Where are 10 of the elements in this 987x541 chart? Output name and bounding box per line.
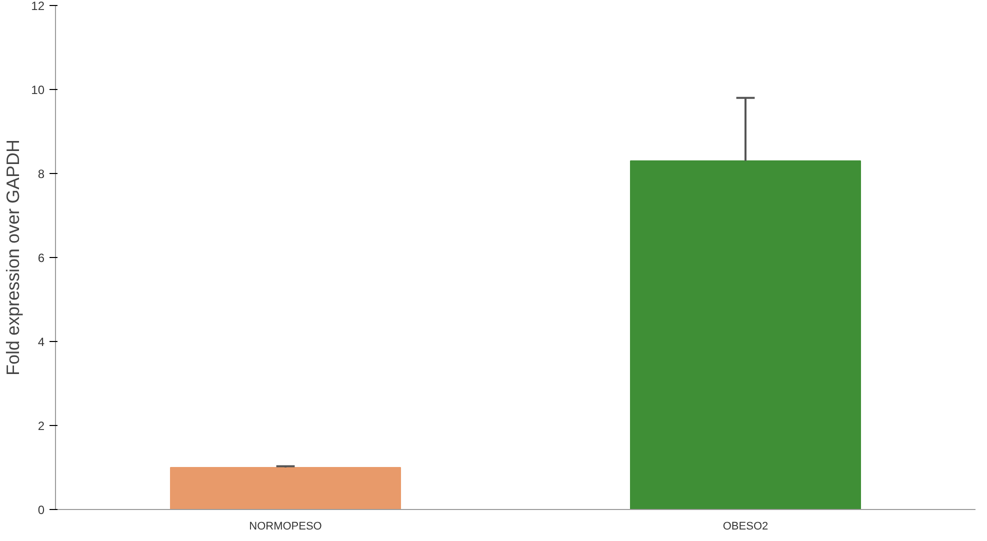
y-tick-label: 4 xyxy=(38,335,45,349)
y-tick-label: 2 xyxy=(38,419,45,433)
y-tick-label: 12 xyxy=(31,0,45,13)
y-axis-title: Fold expression over GAPDH xyxy=(3,139,24,376)
y-tick-label: 0 xyxy=(38,503,45,517)
x-tick-label: OBESO2 xyxy=(722,520,768,532)
y-tick-label: 6 xyxy=(38,251,45,265)
y-tick-label: 8 xyxy=(38,167,45,181)
x-tick-label: NORMOPESO xyxy=(249,520,322,532)
y-tick-label: 10 xyxy=(31,83,45,97)
